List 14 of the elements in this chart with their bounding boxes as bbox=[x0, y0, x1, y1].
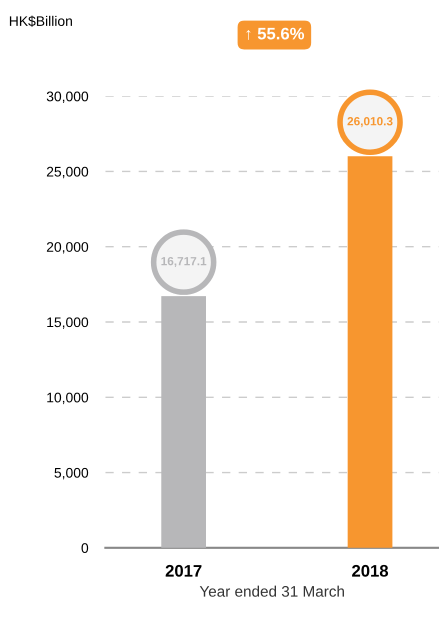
text: ↑ 55.6% bbox=[246, 28, 304, 40]
data-label: 26,010.3 bbox=[347, 117, 393, 128]
y-axis-title: HK$Billion bbox=[10, 16, 72, 27]
x-tick-label: 2017 bbox=[166, 564, 202, 577]
y-tick-label: 15,000 bbox=[47, 317, 88, 329]
data-label: 16,717.1 bbox=[161, 256, 206, 268]
y-tick-label: 20,000 bbox=[46, 242, 88, 254]
y-tick-label: 30,000 bbox=[46, 92, 88, 103]
y-tick-label: 10,000 bbox=[47, 392, 88, 404]
y-tick-label: 0 bbox=[82, 543, 88, 553]
x-tick-label: 2018 bbox=[352, 564, 388, 577]
x-axis-title: Year ended 31 March bbox=[200, 586, 344, 597]
y-tick-label: 5,000 bbox=[54, 468, 88, 480]
y-tick-label: 25,000 bbox=[46, 166, 88, 178]
